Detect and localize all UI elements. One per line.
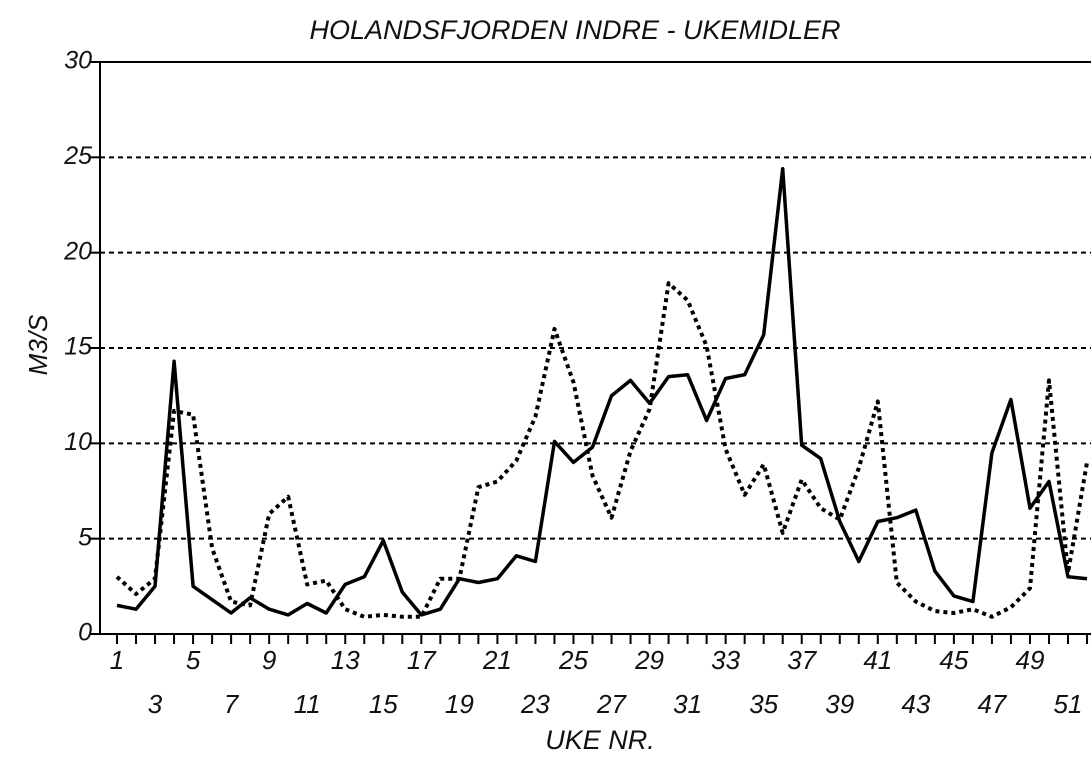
y-axis-label: M3/S bbox=[23, 314, 53, 375]
data-line bbox=[115, 281, 1089, 619]
x-tick-label: 27 bbox=[596, 689, 627, 719]
x-tick-label: 11 bbox=[294, 689, 321, 719]
x-tick-label: 31 bbox=[673, 689, 702, 719]
y-tick-label: 20 bbox=[63, 237, 92, 265]
data-line bbox=[116, 167, 1088, 617]
x-tick-label: 3 bbox=[148, 689, 163, 719]
x-tick-label: 41 bbox=[863, 645, 892, 675]
x-tick-label: 23 bbox=[520, 689, 550, 719]
y-tick-label: 25 bbox=[63, 142, 92, 170]
x-tick-label: 43 bbox=[901, 689, 930, 719]
x-tick-label: 21 bbox=[482, 645, 512, 675]
x-tick-label: 47 bbox=[977, 689, 1007, 719]
x-tick-label: 45 bbox=[939, 645, 968, 675]
x-tick-label: 7 bbox=[224, 689, 240, 719]
x-tick-label: 13 bbox=[331, 645, 360, 675]
x-tick-label: 37 bbox=[787, 645, 817, 675]
y-tick-label: 15 bbox=[64, 333, 92, 361]
chart-title: HOLANDSFJORDEN INDRE - UKEMIDLER bbox=[309, 15, 840, 45]
x-tick-label: 5 bbox=[186, 645, 201, 675]
x-tick-label: 29 bbox=[634, 645, 664, 675]
x-tick-label: 35 bbox=[749, 689, 778, 719]
x-tick-label: 15 bbox=[369, 689, 398, 719]
y-tick-label: 10 bbox=[64, 428, 92, 456]
x-tick-label: 39 bbox=[825, 689, 854, 719]
x-axis-label: UKE NR. bbox=[545, 725, 655, 755]
y-tick-label: 5 bbox=[78, 523, 92, 551]
x-tick-label: 1 bbox=[110, 645, 124, 675]
x-tick-label: 17 bbox=[407, 645, 437, 675]
x-tick-label: 25 bbox=[558, 645, 588, 675]
y-tick-label: 30 bbox=[64, 47, 92, 75]
x-tick-label: 19 bbox=[445, 689, 474, 719]
y-tick-label: 0 bbox=[78, 619, 92, 647]
x-tick-label: 51 bbox=[1054, 689, 1083, 719]
x-tick-label: 33 bbox=[711, 645, 740, 675]
x-tick-label: 9 bbox=[262, 645, 276, 675]
x-tick-label: 49 bbox=[1015, 645, 1044, 675]
